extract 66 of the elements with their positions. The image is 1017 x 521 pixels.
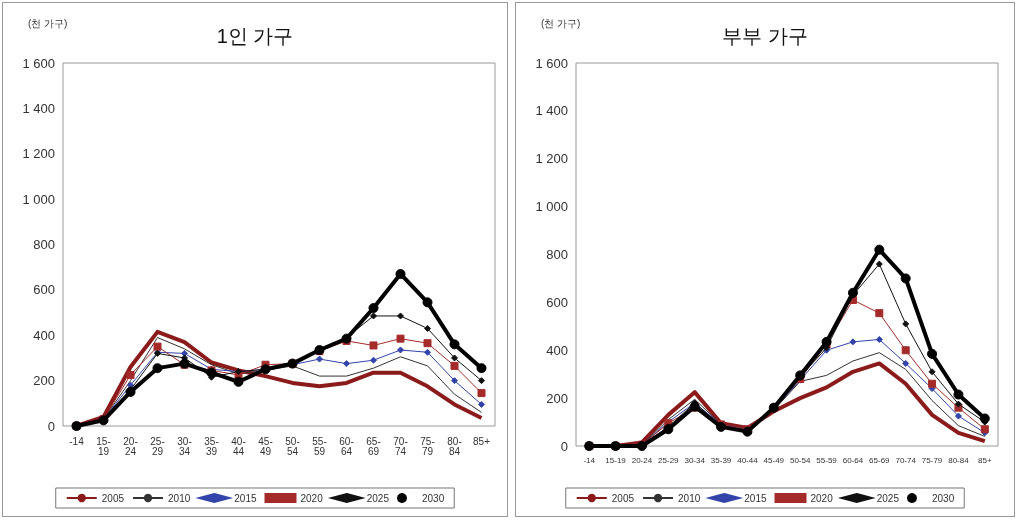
x-tick-label: 70-74: [393, 435, 408, 457]
y-tick-label: 1 000: [535, 199, 568, 215]
x-tick-label: 75-79: [420, 435, 435, 457]
legend-label: 2010: [678, 492, 701, 504]
y-tick-label: 200: [546, 390, 568, 406]
x-tick-label: 55-59: [816, 455, 838, 465]
y-tick-label: 1 600: [22, 55, 55, 71]
x-tick-label: 45-49: [258, 435, 273, 457]
legend-label: 2005: [611, 492, 635, 504]
y-tick-label: 1 000: [22, 191, 55, 207]
x-tick-label: 25-29: [150, 435, 165, 457]
x-tick-label: 20-24: [123, 435, 138, 457]
y-tick-label: 0: [560, 438, 568, 454]
legend-label: 2005: [101, 492, 125, 504]
x-tick-label: 35-39: [710, 455, 732, 465]
y-tick-label: 400: [546, 342, 568, 358]
x-tick-label: -14: [69, 435, 85, 447]
y-tick-label: 0: [47, 418, 55, 434]
y-tick-label: 1 200: [535, 151, 568, 167]
legend-label: 2030: [421, 492, 445, 504]
x-tick-label: 75-79: [921, 455, 943, 465]
x-tick-label: 50-54: [789, 455, 811, 465]
x-tick-label: 80-84: [948, 455, 970, 465]
x-tick-label: 65-69: [869, 455, 891, 465]
x-tick-label: -14: [583, 455, 596, 465]
y-tick-label: 800: [546, 247, 568, 262]
chart-title: 부부 가구: [722, 25, 808, 47]
x-tick-label: 55-59: [312, 435, 327, 457]
legend-label: 2020: [300, 492, 324, 504]
y-axis-title: (천 가구): [541, 17, 581, 29]
legend-label: 2010: [168, 492, 191, 504]
legend-label: 2015: [744, 492, 767, 504]
x-tick-label: 60-64: [339, 435, 354, 457]
legend-label: 2025: [876, 492, 900, 504]
y-tick-label: 600: [33, 282, 55, 298]
x-tick-label: 40-44: [737, 455, 759, 465]
y-tick-label: 1 400: [535, 103, 568, 119]
chart-title: 1인 가구: [216, 25, 294, 47]
y-tick-label: 1 400: [22, 100, 55, 116]
x-tick-label: 30-34: [684, 455, 706, 465]
legend-label: 2025: [366, 492, 390, 504]
x-tick-label: 50-54: [285, 435, 300, 457]
x-tick-label: 35-39: [204, 435, 219, 457]
x-tick-label: 30-34: [177, 435, 192, 457]
y-tick-label: 200: [33, 373, 55, 389]
x-tick-label: 15-19: [96, 435, 111, 457]
x-tick-label: 65-69: [366, 435, 381, 457]
x-tick-label: 80-84: [447, 435, 462, 457]
x-tick-label: 85+: [978, 455, 992, 465]
x-tick-label: 25-29: [658, 455, 680, 465]
x-tick-label: 15-19: [605, 455, 627, 465]
x-tick-label: 70-74: [895, 455, 917, 465]
legend-label: 2030: [931, 492, 955, 504]
legend-label: 2020: [810, 492, 834, 504]
x-tick-label: 20-24: [631, 455, 653, 465]
y-tick-label: 400: [33, 327, 55, 343]
y-axis-title: (천 가구): [28, 17, 68, 29]
y-tick-label: 1 200: [22, 146, 55, 162]
x-tick-label: 40-44: [231, 435, 246, 457]
x-tick-label: 85+: [473, 435, 491, 447]
y-tick-label: 1 600: [535, 55, 568, 71]
x-tick-label: 60-64: [842, 455, 864, 465]
y-tick-label: 600: [546, 294, 568, 310]
legend-label: 2015: [234, 492, 257, 504]
y-tick-label: 800: [33, 237, 55, 252]
x-tick-label: 45-49: [763, 455, 785, 465]
